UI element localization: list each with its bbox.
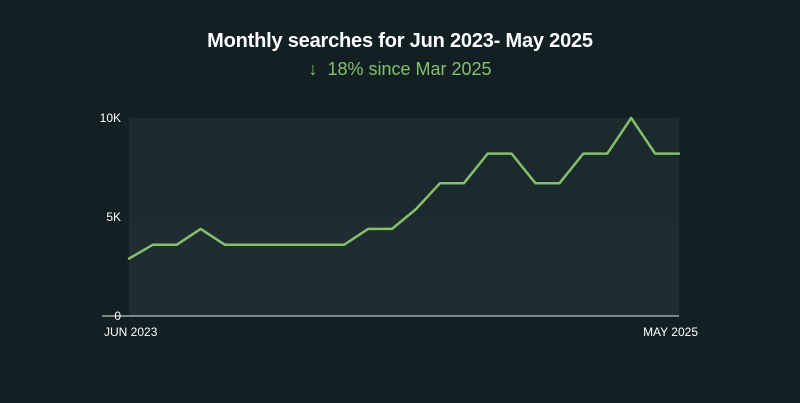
y-tick-label-1: 5K xyxy=(106,210,121,224)
x-tick-label-end: MAY 2025 xyxy=(643,325,698,339)
chart-title: Monthly searches for Jun 2023- May 2025 xyxy=(207,30,593,52)
plot-band-lower xyxy=(129,217,679,316)
down-arrow-icon: ↓ xyxy=(308,59,318,79)
y-tick-label-0: 0 xyxy=(114,309,121,323)
change-text: 18% since Mar 2025 xyxy=(327,59,492,79)
plot-band-upper xyxy=(129,118,679,217)
series-line xyxy=(127,116,681,260)
chart-subtitle: ↓ 18% since Mar 2025 xyxy=(0,59,800,80)
y-tick-label-2: 10K xyxy=(100,111,121,125)
x-tick-label-start: JUN 2023 xyxy=(104,325,158,339)
